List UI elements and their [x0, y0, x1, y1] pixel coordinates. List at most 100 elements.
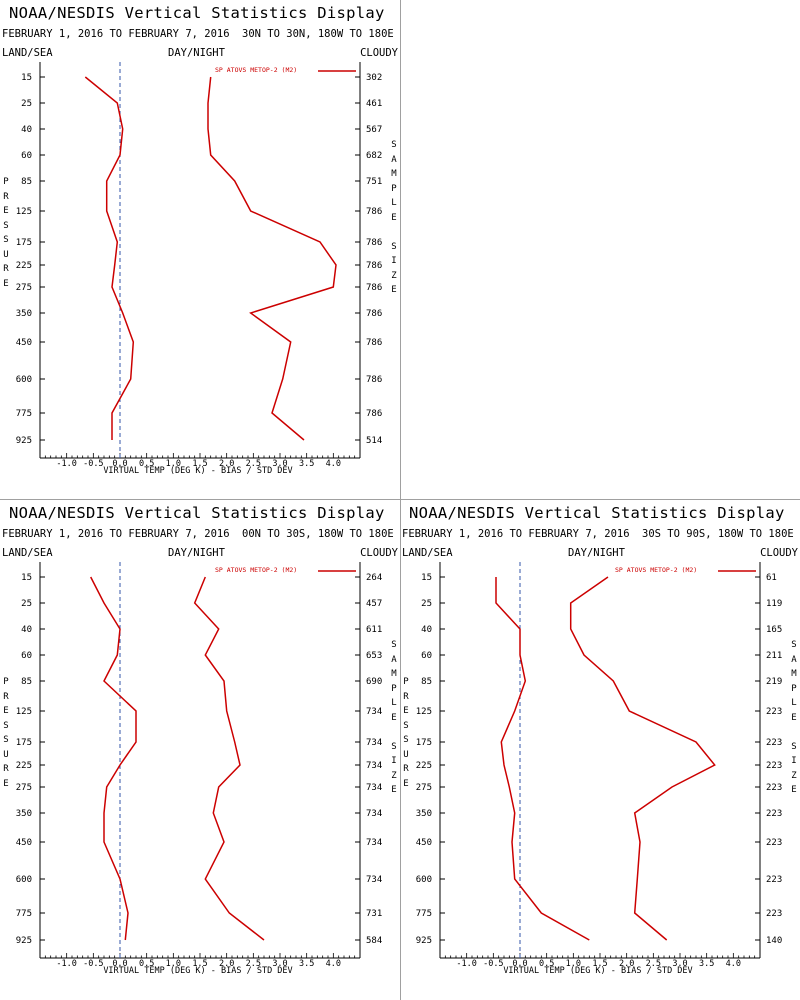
sample-size-label: 211 [766, 651, 782, 661]
sample-size-label: 734 [366, 738, 382, 748]
x-tick-label: 2.5 [246, 959, 261, 969]
x-tick-label: 1.5 [592, 959, 607, 969]
pressure-tick-label: 40 [421, 625, 432, 635]
pressure-tick-label: 85 [421, 677, 432, 687]
cloudy-header: CLOUDY [360, 47, 398, 59]
sample-size-label: 223 [766, 838, 782, 848]
x-tick-label: 0.5 [539, 959, 554, 969]
day-night-header: DAY/NIGHT [168, 547, 225, 559]
x-tick-label: 0.5 [139, 959, 154, 969]
sample-size-label: 223 [766, 875, 782, 885]
sample-size-label: 653 [366, 651, 382, 661]
x-axis-title: VIRTUAL TEMP (DEG K) - BIAS / STD DEV [0, 466, 400, 476]
x-tick-label: -0.5 [83, 459, 103, 469]
pressure-tick-label: 600 [16, 375, 32, 385]
sample-size-label: 786 [366, 338, 382, 348]
region-label: 30N TO 30N, 180W TO 180E [242, 28, 394, 40]
pressure-tick-label: 450 [16, 338, 32, 348]
x-tick-label: 2.0 [619, 959, 634, 969]
sample-size-label: 734 [366, 809, 382, 819]
sample-size-label: 302 [366, 73, 382, 83]
bias-line [90, 576, 137, 941]
x-tick-label: 3.0 [272, 459, 287, 469]
x-tick-label: 3.5 [299, 959, 314, 969]
sample-size-label: 751 [366, 177, 382, 187]
pressure-tick-label: 15 [21, 573, 32, 583]
x-tick-label: 2.0 [219, 959, 234, 969]
chart-panel: 15 25 40 60 85 125 175 225 275 350 450 600 775 925 302… [0, 0, 400, 500]
sample-size-label: 786 [366, 261, 382, 271]
sample-size-label: 786 [366, 409, 382, 419]
pressure-tick-label: 175 [16, 738, 32, 748]
sample-size-label: 219 [766, 677, 782, 687]
x-tick-label: -1.0 [56, 459, 76, 469]
sample-size-label: 690 [366, 677, 382, 687]
x-axis-title: VIRTUAL TEMP (DEG K) - BIAS / STD DEV [0, 966, 400, 976]
x-tick-label: 4.0 [326, 959, 341, 969]
sample-size-label: 461 [366, 99, 382, 109]
pressure-tick-label: 125 [16, 207, 32, 217]
pressure-tick-label: 15 [421, 573, 432, 583]
date-range: FEBRUARY 1, 2016 TO FEBRUARY 7, 2016 [2, 528, 230, 540]
x-tick-label: 4.0 [726, 959, 741, 969]
pressure-tick-label: 175 [16, 238, 32, 248]
x-tick-label: 0.0 [112, 959, 127, 969]
pressure-tick-label: 60 [21, 651, 32, 661]
pressure-tick-label: 350 [16, 809, 32, 819]
std-dev-line [207, 76, 337, 441]
sample-size-label: 140 [766, 936, 782, 946]
pressure-tick-label: 775 [16, 409, 32, 419]
x-tick-label: 3.5 [699, 959, 714, 969]
pressure-tick-label: 275 [16, 283, 32, 293]
chart-svg: 15 25 40 60 85 125 175 225 275 350 450 600 775 925 264… [16, 562, 382, 969]
sample-size-label: 223 [766, 738, 782, 748]
pressure-tick-label: 25 [21, 599, 32, 609]
x-tick-label: 1.5 [192, 959, 207, 969]
sample-size-label: 682 [366, 151, 382, 161]
pressure-tick-label: 775 [416, 909, 432, 919]
sample-size-label: 731 [366, 909, 382, 919]
x-axis-title-text: VIRTUAL TEMP (DEG K) - BIAS / STD DEV [103, 966, 293, 976]
x-tick-label: 4.0 [326, 459, 341, 469]
x-tick-label: -1.0 [56, 959, 76, 969]
sample-size-label: 119 [766, 599, 782, 609]
x-tick-label: 1.5 [192, 459, 207, 469]
pressure-tick-label: 125 [16, 707, 32, 717]
panel-divider-horizontal [0, 499, 800, 500]
x-tick-label: -0.5 [483, 959, 503, 969]
pressure-tick-label: 350 [16, 309, 32, 319]
legend-label: SP ATOVS METOP-2 (M2) [215, 66, 297, 74]
std-dev-line [193, 576, 265, 941]
sample-size-label: 223 [766, 783, 782, 793]
sample-size-label: 786 [366, 238, 382, 248]
pressure-tick-label: 350 [416, 809, 432, 819]
x-tick-label: -1.0 [456, 959, 476, 969]
land-sea-header: LAND/SEA [402, 547, 453, 559]
pressure-tick-label: 25 [21, 99, 32, 109]
chart-title: NOAA/NESDIS Vertical Statistics Display [9, 504, 385, 522]
pressure-tick-label: 85 [21, 177, 32, 187]
sample-size-label: 223 [766, 809, 782, 819]
pressure-tick-label: 60 [21, 151, 32, 161]
chart-title: NOAA/NESDIS Vertical Statistics Display [409, 504, 785, 522]
bias-line [84, 76, 135, 440]
sample-size-label: 611 [366, 625, 382, 635]
date-range: FEBRUARY 1, 2016 TO FEBRUARY 7, 2016 [2, 28, 230, 40]
std-dev-line [569, 576, 716, 941]
sample-size-label: 734 [366, 707, 382, 717]
pressure-tick-label: 125 [416, 707, 432, 717]
sample-size-label: 223 [766, 761, 782, 771]
x-axis-title-text: VIRTUAL TEMP (DEG K) - BIAS / STD DEV [103, 466, 293, 476]
land-sea-header: LAND/SEA [2, 47, 53, 59]
x-tick-label: 3.0 [672, 959, 687, 969]
x-tick-label: 1.0 [566, 959, 581, 969]
x-tick-label: 0.0 [112, 459, 127, 469]
pressure-tick-label: 600 [416, 875, 432, 885]
x-tick-label: 3.5 [299, 459, 314, 469]
sample-size-label: 61 [766, 573, 777, 583]
